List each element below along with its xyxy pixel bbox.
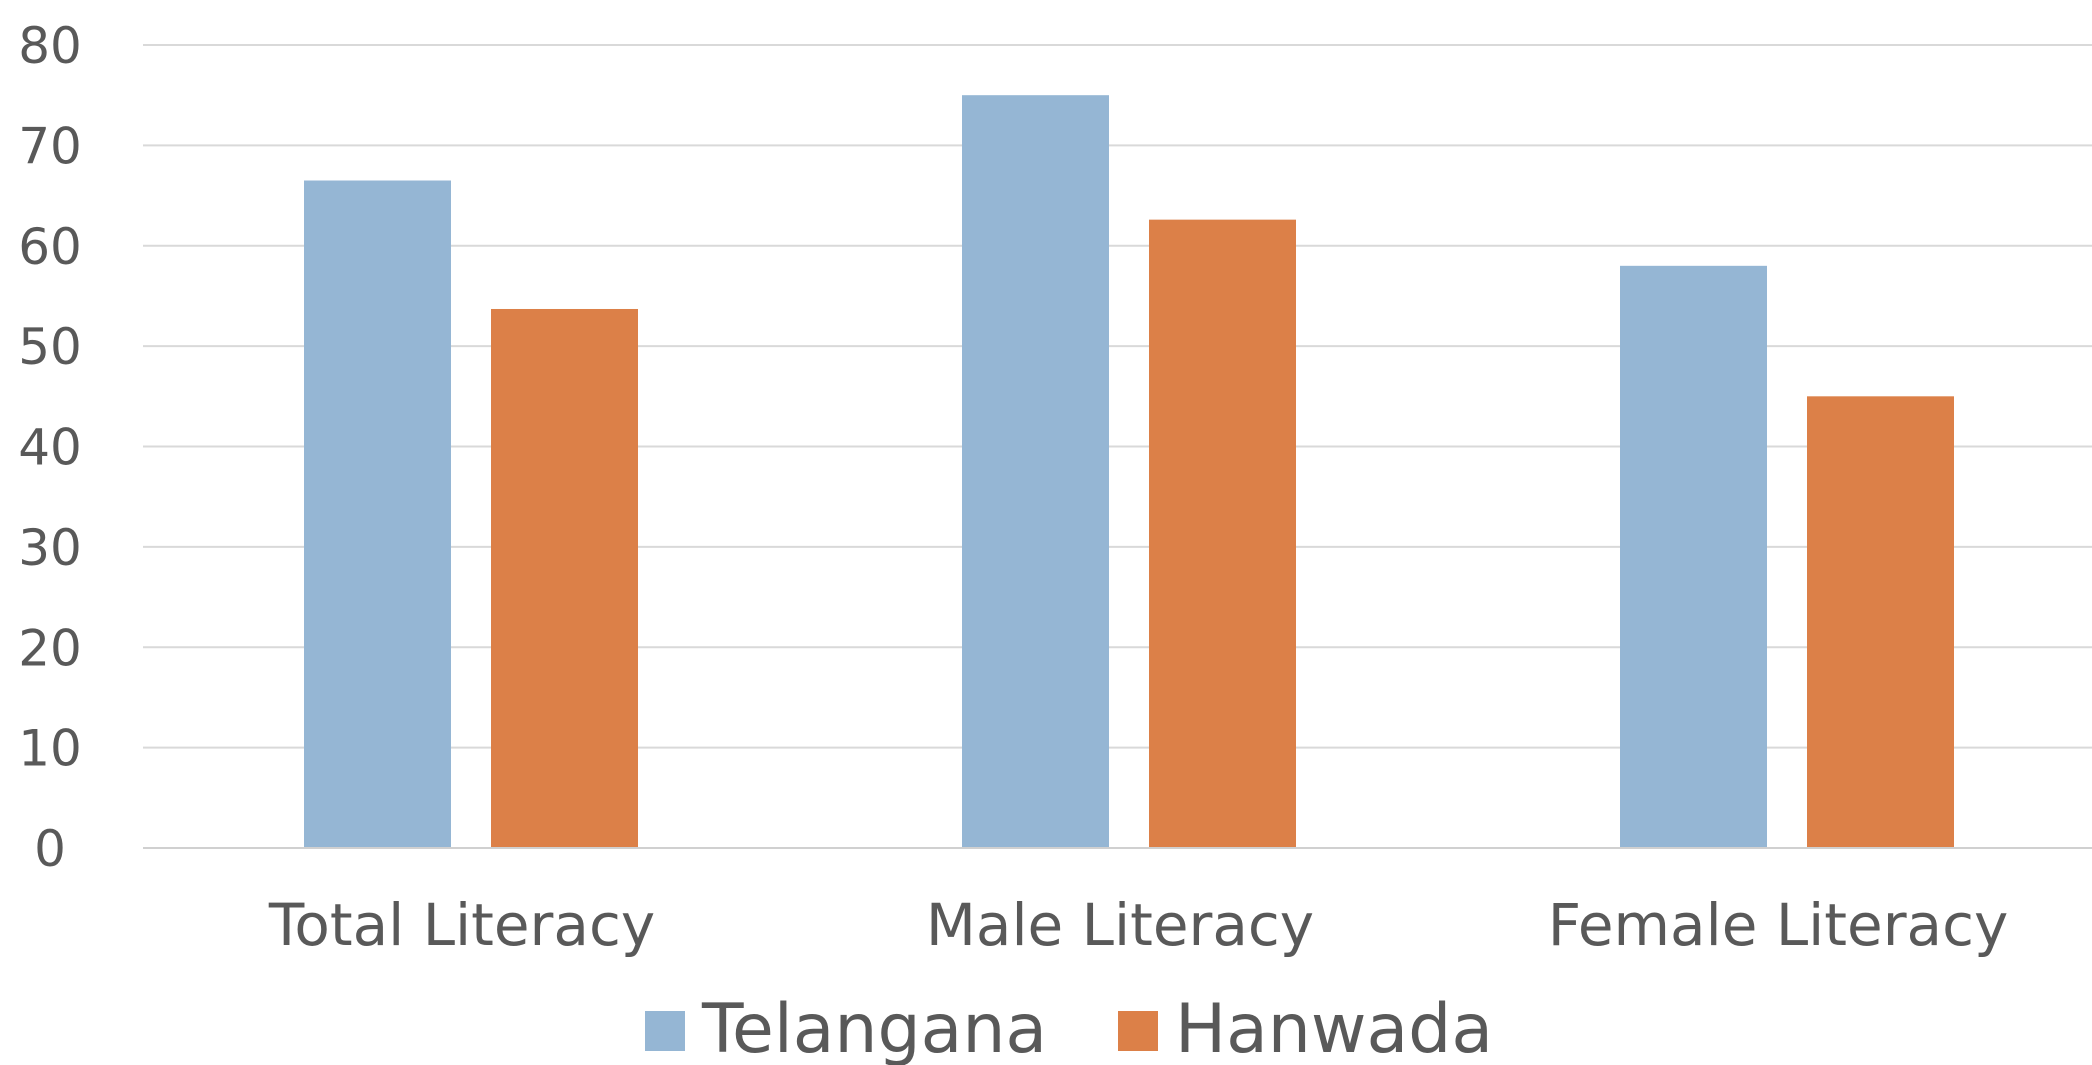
gridlines bbox=[143, 44, 2092, 749]
y-tick-label: 70 bbox=[18, 117, 82, 175]
x-category-label: Male Literacy bbox=[926, 891, 1314, 959]
y-axis-tick-labels: 0 10 20 30 40 50 60 70 80 bbox=[18, 17, 82, 878]
y-tick-label: 60 bbox=[18, 218, 82, 276]
y-tick-label: 40 bbox=[18, 419, 82, 477]
y-tick-label: 20 bbox=[18, 619, 82, 677]
bar-telangana-male-literacy bbox=[962, 95, 1109, 848]
bar-hanwada-female-literacy bbox=[1807, 396, 1954, 848]
bars bbox=[304, 95, 1954, 849]
legend: Telangana Hanwada bbox=[645, 990, 1493, 1065]
bar-hanwada-total-literacy bbox=[491, 308, 638, 849]
y-tick-label: 30 bbox=[18, 519, 82, 577]
legend-swatch-telangana bbox=[645, 1011, 685, 1051]
y-tick-label: 50 bbox=[18, 318, 82, 376]
x-category-label: Total Literacy bbox=[268, 891, 655, 959]
bar-telangana-total-literacy bbox=[304, 180, 451, 849]
bar-hanwada-male-literacy bbox=[1149, 219, 1296, 849]
x-axis-category-labels: Total Literacy Male Literacy Female Litera… bbox=[268, 891, 2008, 959]
y-tick-label: 80 bbox=[18, 17, 82, 75]
bar-telangana-female-literacy bbox=[1620, 265, 1767, 848]
x-category-label: Female Literacy bbox=[1548, 891, 2009, 959]
legend-swatch-hanwada bbox=[1118, 1011, 1158, 1051]
y-tick-label: 10 bbox=[18, 720, 82, 778]
y-tick-label: 0 bbox=[34, 820, 66, 878]
legend-label-hanwada: Hanwada bbox=[1175, 990, 1493, 1065]
legend-label-telangana: Telangana bbox=[701, 990, 1047, 1065]
